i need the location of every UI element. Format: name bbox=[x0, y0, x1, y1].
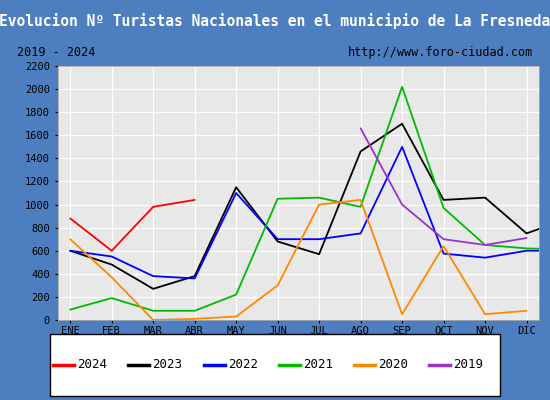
Text: 2021: 2021 bbox=[303, 358, 333, 372]
Text: 2020: 2020 bbox=[378, 358, 408, 372]
Text: Evolucion Nº Turistas Nacionales en el municipio de La Fresneda: Evolucion Nº Turistas Nacionales en el m… bbox=[0, 13, 550, 29]
Text: 2024: 2024 bbox=[78, 358, 107, 372]
Text: 2023: 2023 bbox=[152, 358, 183, 372]
Text: 2019: 2019 bbox=[453, 358, 483, 372]
Text: 2022: 2022 bbox=[228, 358, 257, 372]
Text: http://www.foro-ciudad.com: http://www.foro-ciudad.com bbox=[348, 46, 533, 59]
Text: 2019 - 2024: 2019 - 2024 bbox=[18, 46, 96, 59]
